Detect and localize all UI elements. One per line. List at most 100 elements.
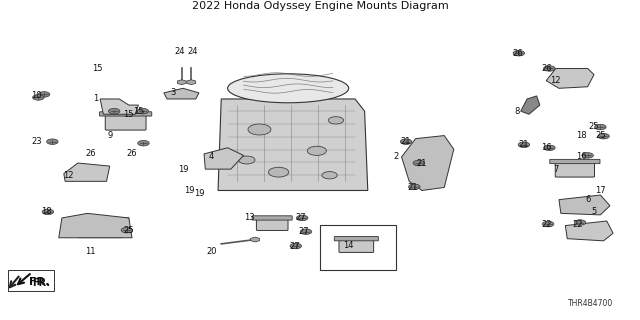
Circle shape xyxy=(408,184,420,189)
FancyBboxPatch shape xyxy=(72,218,129,222)
Circle shape xyxy=(307,146,326,156)
Polygon shape xyxy=(546,68,594,88)
Text: 15: 15 xyxy=(92,64,102,73)
Text: FR.: FR. xyxy=(32,278,50,288)
Text: 22: 22 xyxy=(541,220,552,228)
FancyBboxPatch shape xyxy=(105,114,146,130)
Text: 18: 18 xyxy=(576,131,587,140)
Circle shape xyxy=(300,229,312,235)
FancyBboxPatch shape xyxy=(100,112,152,116)
Text: 23: 23 xyxy=(31,137,42,146)
FancyBboxPatch shape xyxy=(252,216,292,220)
Text: 13: 13 xyxy=(244,213,255,222)
Text: 18: 18 xyxy=(41,207,51,216)
Text: 17: 17 xyxy=(595,186,605,195)
Text: 19: 19 xyxy=(184,186,195,195)
Circle shape xyxy=(595,124,606,130)
Polygon shape xyxy=(64,163,109,181)
Ellipse shape xyxy=(228,74,349,103)
Text: 27: 27 xyxy=(299,227,309,236)
Text: 26: 26 xyxy=(85,149,96,158)
Text: 26: 26 xyxy=(541,64,552,73)
Text: 21: 21 xyxy=(417,158,428,168)
Circle shape xyxy=(33,95,44,100)
Text: 24: 24 xyxy=(188,47,198,56)
Circle shape xyxy=(239,156,255,164)
Circle shape xyxy=(296,215,308,221)
Polygon shape xyxy=(521,96,540,114)
Circle shape xyxy=(413,160,424,166)
Circle shape xyxy=(47,139,58,144)
Text: FR.: FR. xyxy=(29,277,50,287)
Text: 9: 9 xyxy=(107,131,113,140)
Text: 1: 1 xyxy=(93,94,99,103)
FancyBboxPatch shape xyxy=(334,236,378,241)
Text: 21: 21 xyxy=(407,183,418,192)
Polygon shape xyxy=(59,213,132,238)
Text: 4: 4 xyxy=(209,152,214,161)
Circle shape xyxy=(400,139,412,144)
Text: 12: 12 xyxy=(63,171,74,180)
Circle shape xyxy=(121,228,132,233)
Text: 27: 27 xyxy=(296,213,306,222)
Circle shape xyxy=(42,209,54,215)
Text: 11: 11 xyxy=(85,247,96,256)
Circle shape xyxy=(513,51,525,56)
Text: 3: 3 xyxy=(171,88,176,97)
Circle shape xyxy=(38,92,50,97)
Text: 14: 14 xyxy=(344,241,354,250)
Text: 7: 7 xyxy=(553,164,559,174)
Text: 6: 6 xyxy=(585,195,590,204)
Text: 8: 8 xyxy=(515,107,520,116)
Bar xyxy=(320,225,396,270)
Text: 2: 2 xyxy=(394,152,399,161)
Circle shape xyxy=(108,108,120,114)
Circle shape xyxy=(542,221,554,227)
FancyBboxPatch shape xyxy=(550,159,600,164)
Polygon shape xyxy=(164,88,199,99)
Text: 25: 25 xyxy=(589,122,599,131)
Circle shape xyxy=(582,153,593,158)
Circle shape xyxy=(574,220,586,225)
Polygon shape xyxy=(204,148,244,169)
Text: THR4B4700: THR4B4700 xyxy=(568,300,613,308)
FancyBboxPatch shape xyxy=(339,238,374,252)
Text: 15: 15 xyxy=(124,110,134,119)
FancyBboxPatch shape xyxy=(556,161,595,177)
Text: 26: 26 xyxy=(127,149,138,158)
Text: 15: 15 xyxy=(133,107,143,116)
Circle shape xyxy=(137,108,148,114)
Polygon shape xyxy=(559,195,610,215)
Text: 20: 20 xyxy=(207,247,217,256)
FancyBboxPatch shape xyxy=(257,218,288,230)
Circle shape xyxy=(268,167,289,177)
Text: 16: 16 xyxy=(541,143,552,152)
Text: 10: 10 xyxy=(31,92,42,100)
Text: 25: 25 xyxy=(595,131,605,140)
FancyBboxPatch shape xyxy=(78,220,122,238)
Text: 25: 25 xyxy=(124,226,134,235)
Polygon shape xyxy=(565,221,613,241)
Circle shape xyxy=(138,140,149,146)
Text: 21: 21 xyxy=(518,140,529,149)
Circle shape xyxy=(328,117,344,124)
Circle shape xyxy=(248,124,271,135)
Text: 19: 19 xyxy=(178,164,188,174)
Polygon shape xyxy=(100,99,138,114)
Text: 24: 24 xyxy=(175,47,185,56)
Text: 12: 12 xyxy=(550,76,561,85)
Polygon shape xyxy=(218,99,368,190)
Circle shape xyxy=(518,142,530,148)
Text: 27: 27 xyxy=(289,243,300,252)
Text: 22: 22 xyxy=(573,220,583,228)
Circle shape xyxy=(290,243,301,249)
Circle shape xyxy=(598,133,609,139)
Circle shape xyxy=(543,145,555,150)
Text: 16: 16 xyxy=(576,152,587,161)
Text: 19: 19 xyxy=(194,189,204,198)
Text: 21: 21 xyxy=(401,137,412,146)
Circle shape xyxy=(543,66,555,71)
Title: 2022 Honda Odyssey Engine Mounts Diagram: 2022 Honda Odyssey Engine Mounts Diagram xyxy=(191,1,449,12)
Polygon shape xyxy=(401,136,454,190)
Circle shape xyxy=(322,172,337,179)
